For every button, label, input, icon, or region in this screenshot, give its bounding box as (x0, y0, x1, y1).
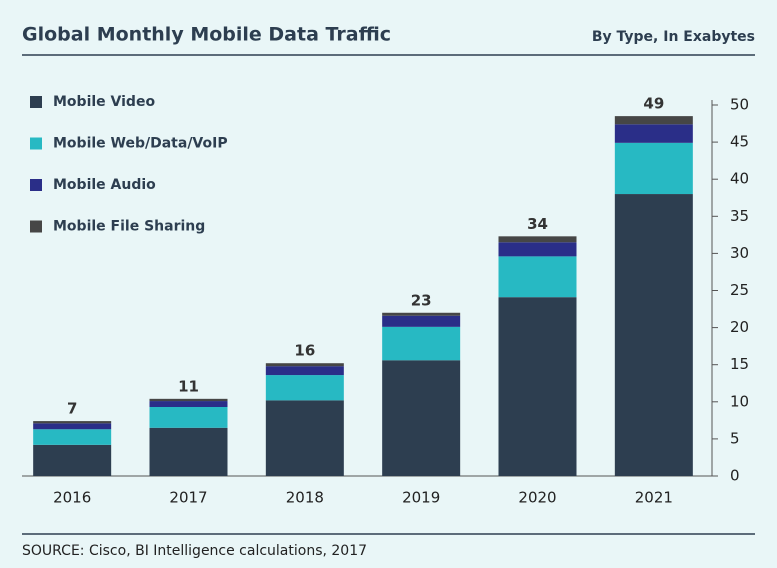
bar-segment (498, 297, 577, 476)
bar-segment (614, 124, 693, 143)
total-label: 16 (294, 342, 315, 360)
legend-label: Mobile Video (53, 94, 155, 110)
chart-subtitle: By Type, In Exabytes (592, 29, 755, 45)
x-tick-label: 2019 (402, 489, 440, 507)
bar-segment (498, 242, 577, 257)
bar-segment (498, 256, 577, 298)
total-label: 34 (527, 215, 548, 233)
total-label: 7 (67, 400, 77, 418)
total-label: 23 (411, 291, 432, 309)
bar-segment (265, 363, 344, 367)
bar-segment (149, 406, 228, 428)
legend-label: Mobile Web/Data/VoIP (53, 136, 228, 152)
y-tick-label: 20 (730, 318, 749, 336)
bar-segment (265, 366, 344, 376)
bar-segment (498, 236, 577, 243)
y-tick-label: 15 (730, 355, 749, 373)
y-tick-label: 10 (730, 392, 749, 410)
x-tick-label: 2017 (169, 489, 207, 507)
y-tick-label: 40 (730, 170, 749, 188)
y-tick-label: 5 (730, 429, 740, 447)
bar-segment (382, 312, 461, 316)
total-label: 49 (643, 95, 664, 113)
bar-segment (33, 421, 112, 424)
y-tick-label: 45 (730, 133, 749, 151)
x-tick-label: 2016 (53, 489, 91, 507)
bar-segment (149, 401, 228, 407)
bar-segment (614, 194, 693, 477)
chart-title: Global Monthly Mobile Data Traffic (22, 24, 391, 46)
bar-segment (33, 444, 112, 476)
y-tick-label: 35 (730, 207, 749, 225)
bar-segment (265, 400, 344, 476)
bar-segment (614, 116, 693, 125)
bar-segment (149, 398, 228, 402)
x-tick-label: 2021 (635, 489, 673, 507)
y-tick-label: 50 (730, 96, 749, 114)
legend-label: Mobile File Sharing (53, 219, 205, 235)
bar-segment (265, 375, 344, 401)
bar-segment (149, 427, 228, 476)
y-tick-label: 30 (730, 244, 749, 262)
x-tick-label: 2018 (286, 489, 324, 507)
bar-segment (382, 360, 461, 476)
bar-segment (382, 315, 461, 327)
legend-swatch (30, 96, 42, 108)
legend-swatch (30, 179, 42, 191)
y-tick-label: 25 (730, 281, 749, 299)
bar-segment (33, 423, 112, 430)
bar-segment (382, 326, 461, 361)
y-tick-label: 0 (730, 467, 740, 485)
bar-segment (33, 429, 112, 445)
bar-segment (614, 142, 693, 195)
legend-swatch (30, 220, 42, 233)
legend-label: Mobile Audio (53, 177, 156, 193)
legend-swatch (30, 137, 42, 150)
total-label: 11 (178, 377, 199, 395)
x-tick-label: 2020 (518, 489, 556, 507)
source-note: SOURCE: Cisco, BI Intelligence calculati… (22, 543, 367, 559)
